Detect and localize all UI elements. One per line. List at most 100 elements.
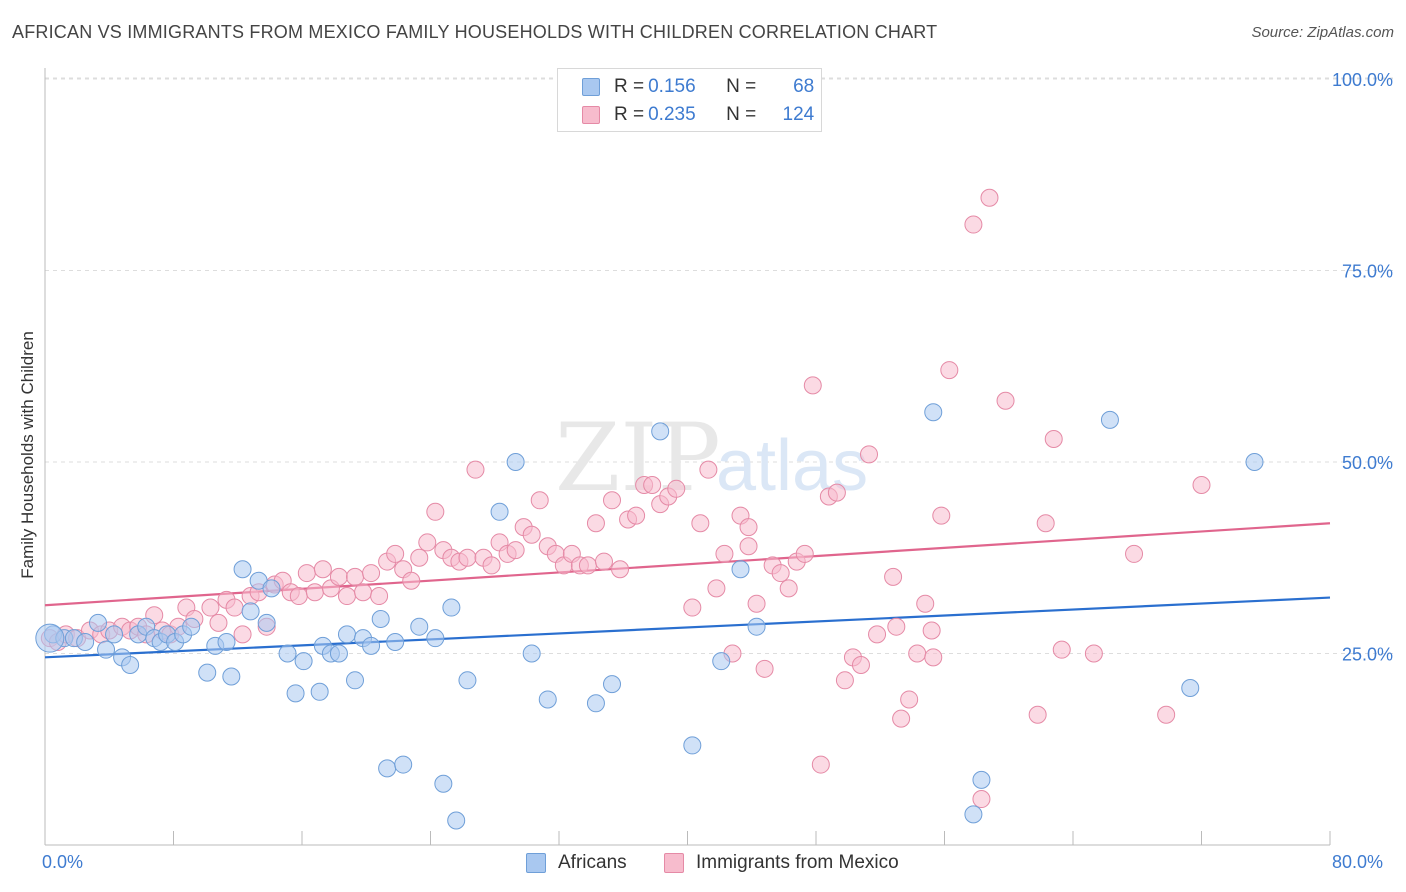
data-point-mexico xyxy=(522,525,541,544)
data-point-mexico xyxy=(900,690,919,709)
data-point-mexico xyxy=(1157,705,1176,724)
data-point-mexico xyxy=(755,659,774,678)
trend-line-africans xyxy=(44,596,1331,659)
legend-n-value-mexico: 124 xyxy=(782,104,815,125)
data-point-africans xyxy=(105,625,124,644)
data-point-mexico xyxy=(201,598,220,617)
source-label: Source: ZipAtlas.com xyxy=(1251,24,1394,41)
data-point-mexico xyxy=(835,671,854,690)
data-point-mexico xyxy=(940,361,959,380)
data-point-mexico xyxy=(402,571,421,590)
x-tick-label-max: 80.0% xyxy=(1332,852,1384,872)
y-tick-label: 50.0% xyxy=(1342,453,1393,473)
data-point-mexico xyxy=(313,560,332,579)
legend-row-mexico: R = 0.235 N = 124 xyxy=(582,101,814,129)
data-point-mexico xyxy=(297,564,316,583)
data-point-africans xyxy=(506,453,525,471)
legend-r-label: R = xyxy=(614,76,645,97)
data-point-mexico xyxy=(1028,705,1047,724)
data-point-mexico xyxy=(466,460,485,479)
data-point-africans xyxy=(522,644,541,663)
y-tick-labels: 25.0% 50.0% 75.0% 100.0% xyxy=(1332,70,1393,665)
data-point-africans xyxy=(731,560,750,579)
data-point-mexico xyxy=(868,625,887,644)
axes xyxy=(44,68,1331,846)
data-point-mexico xyxy=(354,583,373,602)
data-point-africans xyxy=(1100,410,1119,429)
data-point-africans xyxy=(222,667,241,686)
data-point-mexico xyxy=(643,475,662,494)
data-point-mexico xyxy=(892,709,911,728)
data-point-mexico xyxy=(1125,544,1144,563)
data-point-mexico xyxy=(603,491,622,510)
data-point-mexico xyxy=(972,790,991,809)
data-point-mexico xyxy=(739,518,758,537)
data-point-mexico xyxy=(884,567,903,586)
data-point-mexico xyxy=(887,617,906,636)
bottom-legend-swatch-africans xyxy=(526,853,546,873)
series-africans-points xyxy=(35,403,1264,830)
legend-n-label: N = xyxy=(726,76,757,97)
data-point-mexico xyxy=(715,544,734,563)
data-point-africans xyxy=(712,652,731,671)
data-point-africans xyxy=(121,655,140,674)
data-point-africans xyxy=(233,560,252,579)
legend-r-value-africans: 0.156 xyxy=(648,76,696,97)
data-point-mexico xyxy=(932,506,951,525)
data-point-africans xyxy=(76,633,95,652)
x-tick-label-min: 0.0% xyxy=(42,852,84,872)
data-point-mexico xyxy=(980,188,999,207)
data-point-mexico xyxy=(506,541,525,560)
y-tick-label: 25.0% xyxy=(1342,645,1393,665)
data-point-africans xyxy=(198,663,217,682)
data-point-africans xyxy=(426,629,445,648)
data-point-mexico xyxy=(1044,430,1063,449)
y-tick-label: 75.0% xyxy=(1342,262,1393,282)
data-point-africans xyxy=(241,602,260,621)
data-point-mexico xyxy=(1036,514,1055,533)
chart-title: AFRICAN VS IMMIGRANTS FROM MEXICO FAMILY… xyxy=(12,22,938,42)
watermark-zip: ZIP xyxy=(555,404,721,513)
data-point-africans xyxy=(310,682,329,701)
data-point-mexico xyxy=(410,548,429,567)
data-point-mexico xyxy=(699,460,718,479)
data-point-mexico xyxy=(329,567,348,586)
data-point-africans xyxy=(683,736,702,755)
data-point-africans xyxy=(278,644,297,663)
data-point-mexico xyxy=(337,587,356,606)
data-point-mexico xyxy=(964,215,983,234)
y-axis-label: Family Households with Children xyxy=(18,331,37,579)
data-point-mexico xyxy=(827,483,846,502)
legend-r-label: R = xyxy=(614,104,645,125)
data-point-africans xyxy=(329,644,348,663)
data-point-africans xyxy=(394,755,413,774)
data-point-mexico xyxy=(611,560,630,579)
data-point-mexico xyxy=(362,564,381,583)
bottom-legend-swatch-mexico xyxy=(664,853,684,873)
data-point-africans xyxy=(1181,678,1200,697)
legend-row-africans: R = 0.156 N = 68 xyxy=(582,73,814,101)
data-point-mexico xyxy=(482,556,501,575)
data-point-africans xyxy=(257,613,276,632)
data-point-mexico xyxy=(924,648,943,667)
data-point-mexico xyxy=(771,564,790,583)
data-point-mexico xyxy=(707,579,726,598)
data-point-africans xyxy=(651,422,670,441)
data-point-africans xyxy=(346,671,365,690)
data-point-mexico xyxy=(289,587,308,606)
data-point-mexico xyxy=(578,556,597,575)
legend-n-label: N = xyxy=(726,104,757,125)
bottom-legend-label-africans: Africans xyxy=(558,852,627,873)
data-point-mexico xyxy=(370,587,389,606)
data-point-africans xyxy=(89,613,108,632)
data-point-africans xyxy=(603,675,622,694)
legend-n-value-africans: 68 xyxy=(793,76,815,97)
data-point-mexico xyxy=(458,548,477,567)
data-point-mexico xyxy=(233,625,252,644)
data-point-africans xyxy=(458,671,477,690)
y-tick-label: 100.0% xyxy=(1332,70,1393,90)
data-point-mexico xyxy=(667,479,686,498)
data-point-mexico xyxy=(386,544,405,563)
data-point-mexico xyxy=(586,514,605,533)
